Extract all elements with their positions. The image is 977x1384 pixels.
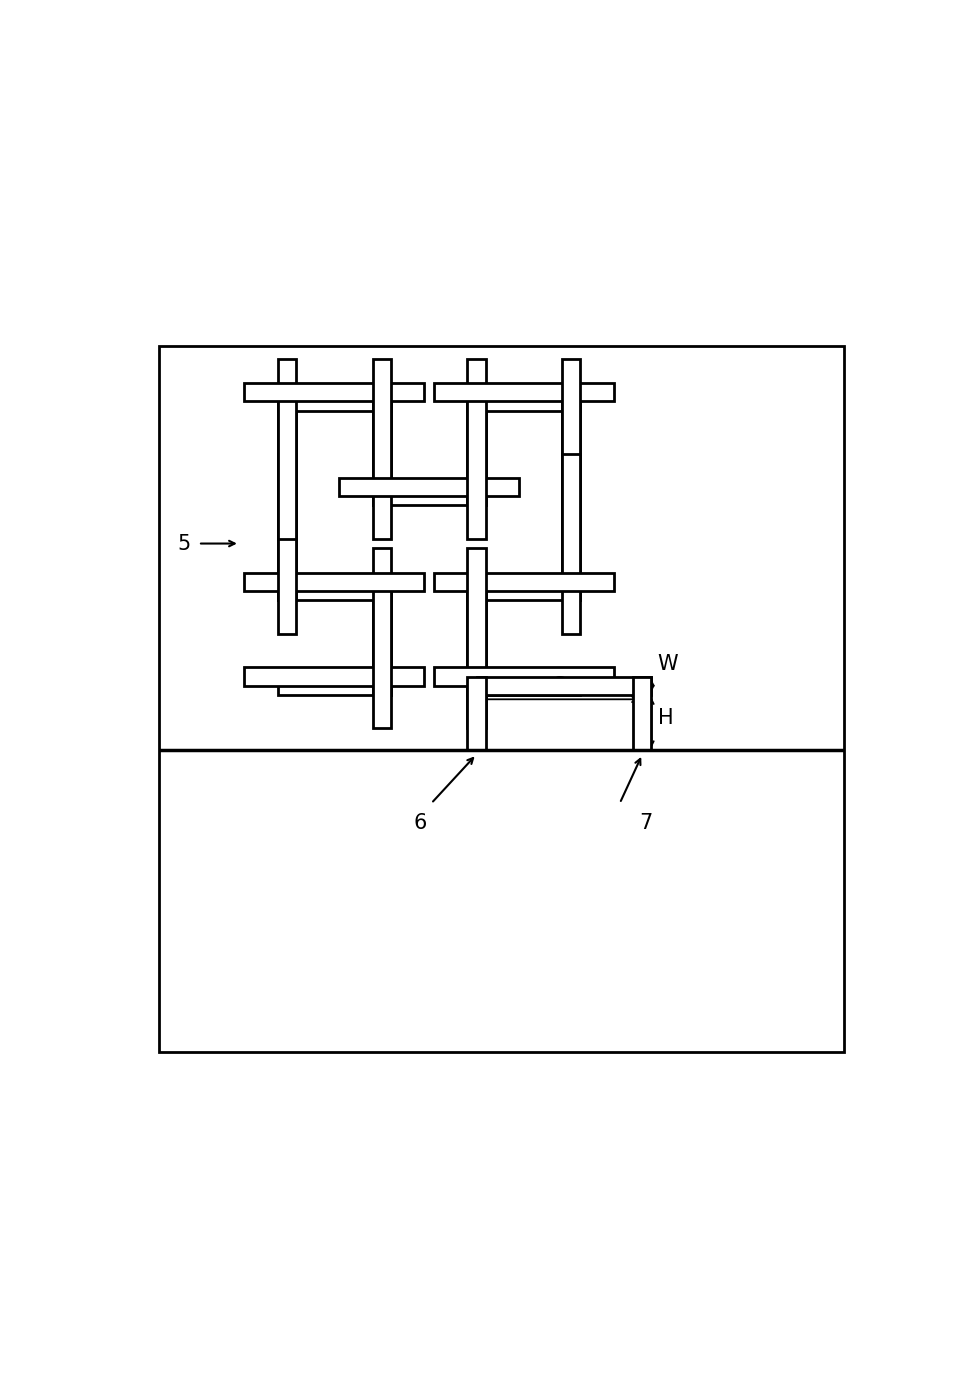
Text: 5: 5 [177, 534, 191, 554]
Bar [562, 454, 579, 634]
Text: 6: 6 [412, 814, 426, 833]
Bar [467, 677, 579, 695]
Bar [277, 487, 296, 601]
Bar [277, 454, 296, 634]
Bar [562, 392, 579, 505]
Bar [467, 392, 486, 505]
Bar [277, 392, 391, 411]
Text: W: W [657, 655, 677, 674]
Bar [467, 392, 579, 411]
Bar [339, 477, 519, 497]
Bar [467, 358, 486, 538]
Bar [467, 548, 486, 728]
Text: S: S [552, 677, 566, 696]
Bar [467, 581, 579, 601]
Bar [476, 677, 651, 695]
Bar [633, 677, 651, 750]
Bar [434, 667, 614, 685]
Bar [372, 581, 391, 695]
Bar [244, 383, 424, 401]
Bar [467, 677, 486, 750]
Bar [277, 392, 296, 505]
Bar [434, 573, 614, 591]
Text: 7: 7 [639, 814, 652, 833]
Bar [277, 358, 296, 538]
Bar [277, 581, 391, 601]
Bar [434, 383, 614, 401]
Bar [467, 581, 486, 695]
Bar [372, 548, 391, 728]
Bar [372, 487, 486, 505]
Bar [562, 358, 579, 538]
Text: H: H [657, 709, 672, 728]
Bar [244, 573, 424, 591]
Bar [277, 677, 391, 695]
Bar [562, 487, 579, 601]
Bar [244, 667, 424, 685]
Bar [372, 392, 391, 505]
Bar [372, 358, 391, 538]
